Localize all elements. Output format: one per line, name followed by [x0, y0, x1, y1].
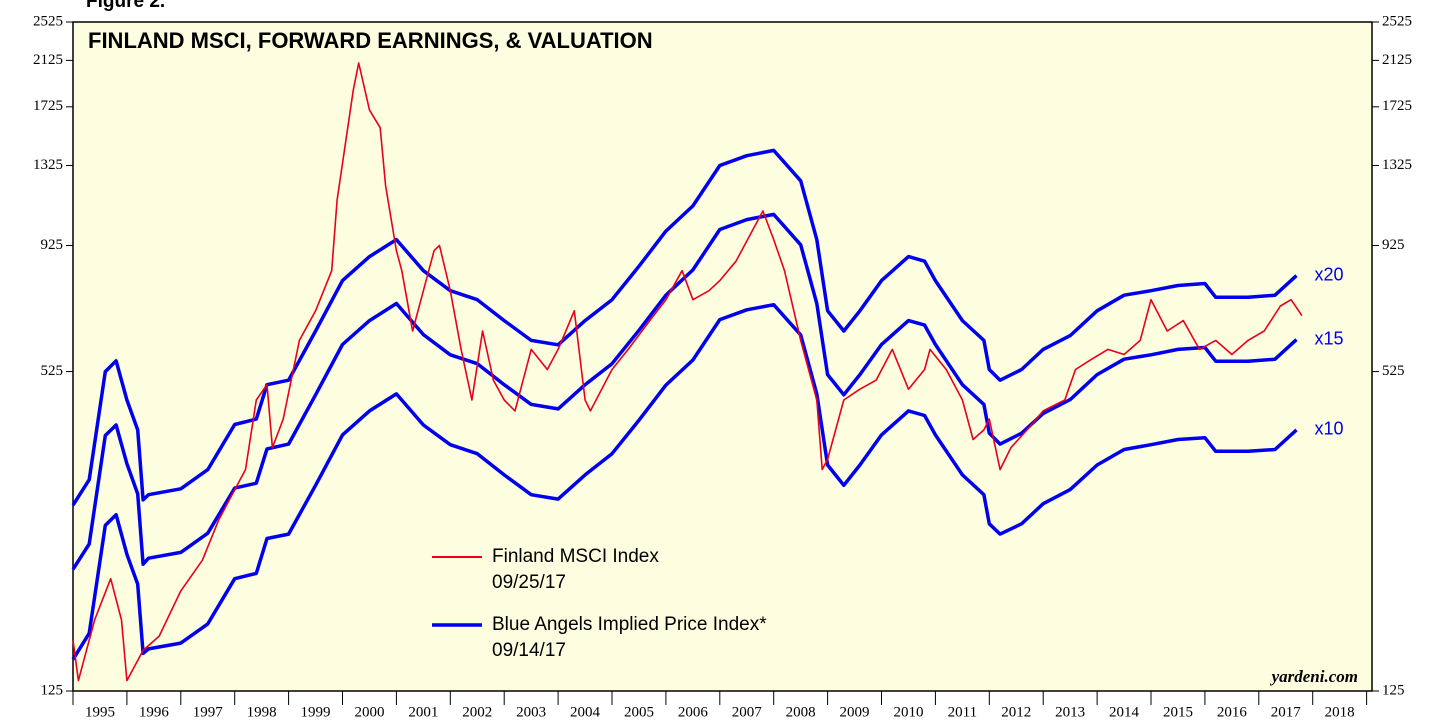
x-tick-label: 2010: [893, 704, 923, 720]
x-tick-label: 2001: [408, 704, 438, 720]
series-line: [71, 148, 1298, 507]
series-line: [72, 62, 1303, 682]
x-tick-label: 1995: [85, 704, 115, 720]
x-tick-label: 2011: [948, 704, 977, 720]
plot-area: [72, 21, 1373, 692]
x-tick-label: 2008: [786, 704, 816, 720]
x-tick-label: 2016: [1217, 704, 1248, 720]
x-tick-label: 2006: [678, 704, 709, 720]
y2-tick-label: 2525: [1382, 13, 1412, 29]
y-tick-label: 925: [41, 237, 64, 253]
chart-title: FINLAND MSCI, FORWARD EARNINGS, & VALUAT…: [88, 28, 653, 53]
legend-date: 09/14/17: [492, 640, 566, 661]
x-tick-label: 2007: [732, 704, 763, 720]
y-tick-label: 2525: [33, 13, 63, 29]
series-annotation: x10: [1315, 419, 1344, 439]
y2-tick-label: 2125: [1382, 52, 1412, 68]
y-tick-label: 1325: [33, 157, 63, 173]
x-tick-label: 2017: [1271, 704, 1302, 720]
x-tick-label: 1996: [139, 704, 170, 720]
x-tick-label: 1998: [247, 704, 277, 720]
x-tick-label: 2013: [1055, 704, 1085, 720]
x-tick-label: 2005: [624, 704, 654, 720]
x-tick-label: 1999: [301, 704, 331, 720]
y2-tick-label: 1725: [1382, 98, 1412, 114]
y2-tick-label: 125: [1382, 682, 1405, 698]
x-tick-label: 2014: [1109, 704, 1140, 720]
y-tick-label: 2125: [33, 52, 63, 68]
legend-date: 09/25/17: [492, 572, 566, 593]
legend-label: Finland MSCI Index: [492, 546, 659, 567]
x-tick-label: 2000: [354, 704, 384, 720]
x-tick-label: 2012: [1001, 704, 1031, 720]
y2-tick-label: 525: [1382, 363, 1405, 379]
x-tick-label: 2004: [570, 704, 601, 720]
x-tick-label: 2018: [1325, 704, 1355, 720]
source: yardeni.com: [1270, 667, 1358, 686]
y2-tick-label: 925: [1382, 237, 1405, 253]
legend-label: Blue Angels Implied Price Index*: [492, 614, 767, 635]
y-tick-label: 525: [41, 363, 64, 379]
x-tick-label: 2015: [1163, 704, 1193, 720]
y-tick-label: 125: [41, 682, 64, 698]
series-line: [71, 302, 1298, 661]
y2-tick-label: 1325: [1382, 157, 1412, 173]
figure-label: Figure 2.: [86, 0, 165, 12]
y-tick-label: 1725: [33, 98, 63, 114]
x-tick-label: 2002: [462, 704, 492, 720]
series-line: [71, 212, 1298, 571]
x-tick-label: 2009: [840, 704, 870, 720]
series-annotation: x15: [1315, 328, 1344, 348]
x-tick-label: 1997: [193, 704, 224, 720]
series-annotation: x20: [1315, 264, 1344, 284]
x-tick-label: 2003: [516, 704, 546, 720]
